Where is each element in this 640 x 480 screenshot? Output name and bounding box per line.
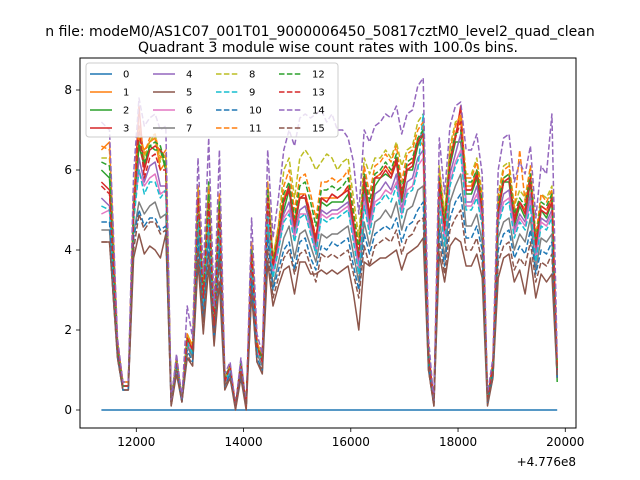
legend-label: 8: [249, 70, 255, 81]
legend-entry: 7: [153, 124, 192, 135]
x-tick-label: 12000: [117, 435, 155, 449]
legend-entry: 1: [90, 88, 129, 99]
y-tick-label: 0: [64, 403, 72, 417]
legend-entry: 5: [153, 88, 192, 99]
legend-box: [85, 62, 339, 138]
legend-label: 3: [123, 124, 129, 135]
legend-label: 6: [186, 106, 192, 117]
legend-entry: 15: [279, 124, 325, 135]
legend-label: 9: [249, 88, 255, 99]
series-line-15: [101, 209, 558, 407]
legend-label: 12: [312, 70, 325, 81]
axes-frame: [79, 57, 577, 429]
legend-entry: 2: [90, 106, 129, 117]
legend-entry: 0: [90, 70, 129, 81]
y-tick-label: 6: [64, 163, 72, 177]
legend-label: 10: [249, 106, 262, 117]
legend-entry: 10: [216, 106, 262, 117]
legend-label: 2: [123, 106, 129, 117]
series-line-8: [101, 113, 558, 407]
figure-suptitle: n file: modeM0/AS1C07_001T01_9000006450_…: [45, 24, 594, 40]
x-axis-ticks: 12000 14000 16000 18000 20000: [117, 428, 584, 449]
legend-entry: 12: [279, 70, 325, 81]
legend-entry: 4: [153, 70, 192, 81]
legend-label: 1: [123, 88, 129, 99]
y-axis-ticks: 0 2 4 6 8: [64, 83, 80, 417]
x-tick-label: 16000: [332, 435, 370, 449]
x-tick-label: 14000: [224, 435, 262, 449]
legend-label: 11: [249, 124, 262, 135]
series-line-10: [101, 193, 558, 407]
y-tick-label: 4: [64, 243, 72, 257]
legend-entry: 3: [90, 124, 129, 135]
x-axis-offset-label: +4.776e8: [517, 455, 576, 469]
legend-label: 13: [312, 88, 325, 99]
legend-entry: 9: [216, 88, 255, 99]
legend-label: 0: [123, 70, 129, 81]
legend-entry: 13: [279, 88, 325, 99]
plot-title: Quadrant 3 module wise count rates with …: [138, 40, 518, 56]
legend-label: 14: [312, 106, 325, 117]
series-layer: [100, 77, 558, 411]
x-tick-label: 18000: [439, 435, 477, 449]
legend-label: 5: [186, 88, 192, 99]
x-tick-label: 20000: [546, 435, 584, 449]
y-tick-label: 2: [64, 323, 72, 337]
legend-label: 15: [312, 124, 325, 135]
legend-entry: 6: [153, 106, 192, 117]
legend-label: 4: [186, 70, 192, 81]
legend-entry: 8: [216, 70, 255, 81]
legend-entry: 11: [216, 124, 262, 135]
legend-entry: 14: [279, 106, 325, 117]
y-tick-label: 8: [64, 83, 72, 97]
series-line-14: [100, 77, 558, 407]
legend-label: 7: [186, 124, 192, 135]
